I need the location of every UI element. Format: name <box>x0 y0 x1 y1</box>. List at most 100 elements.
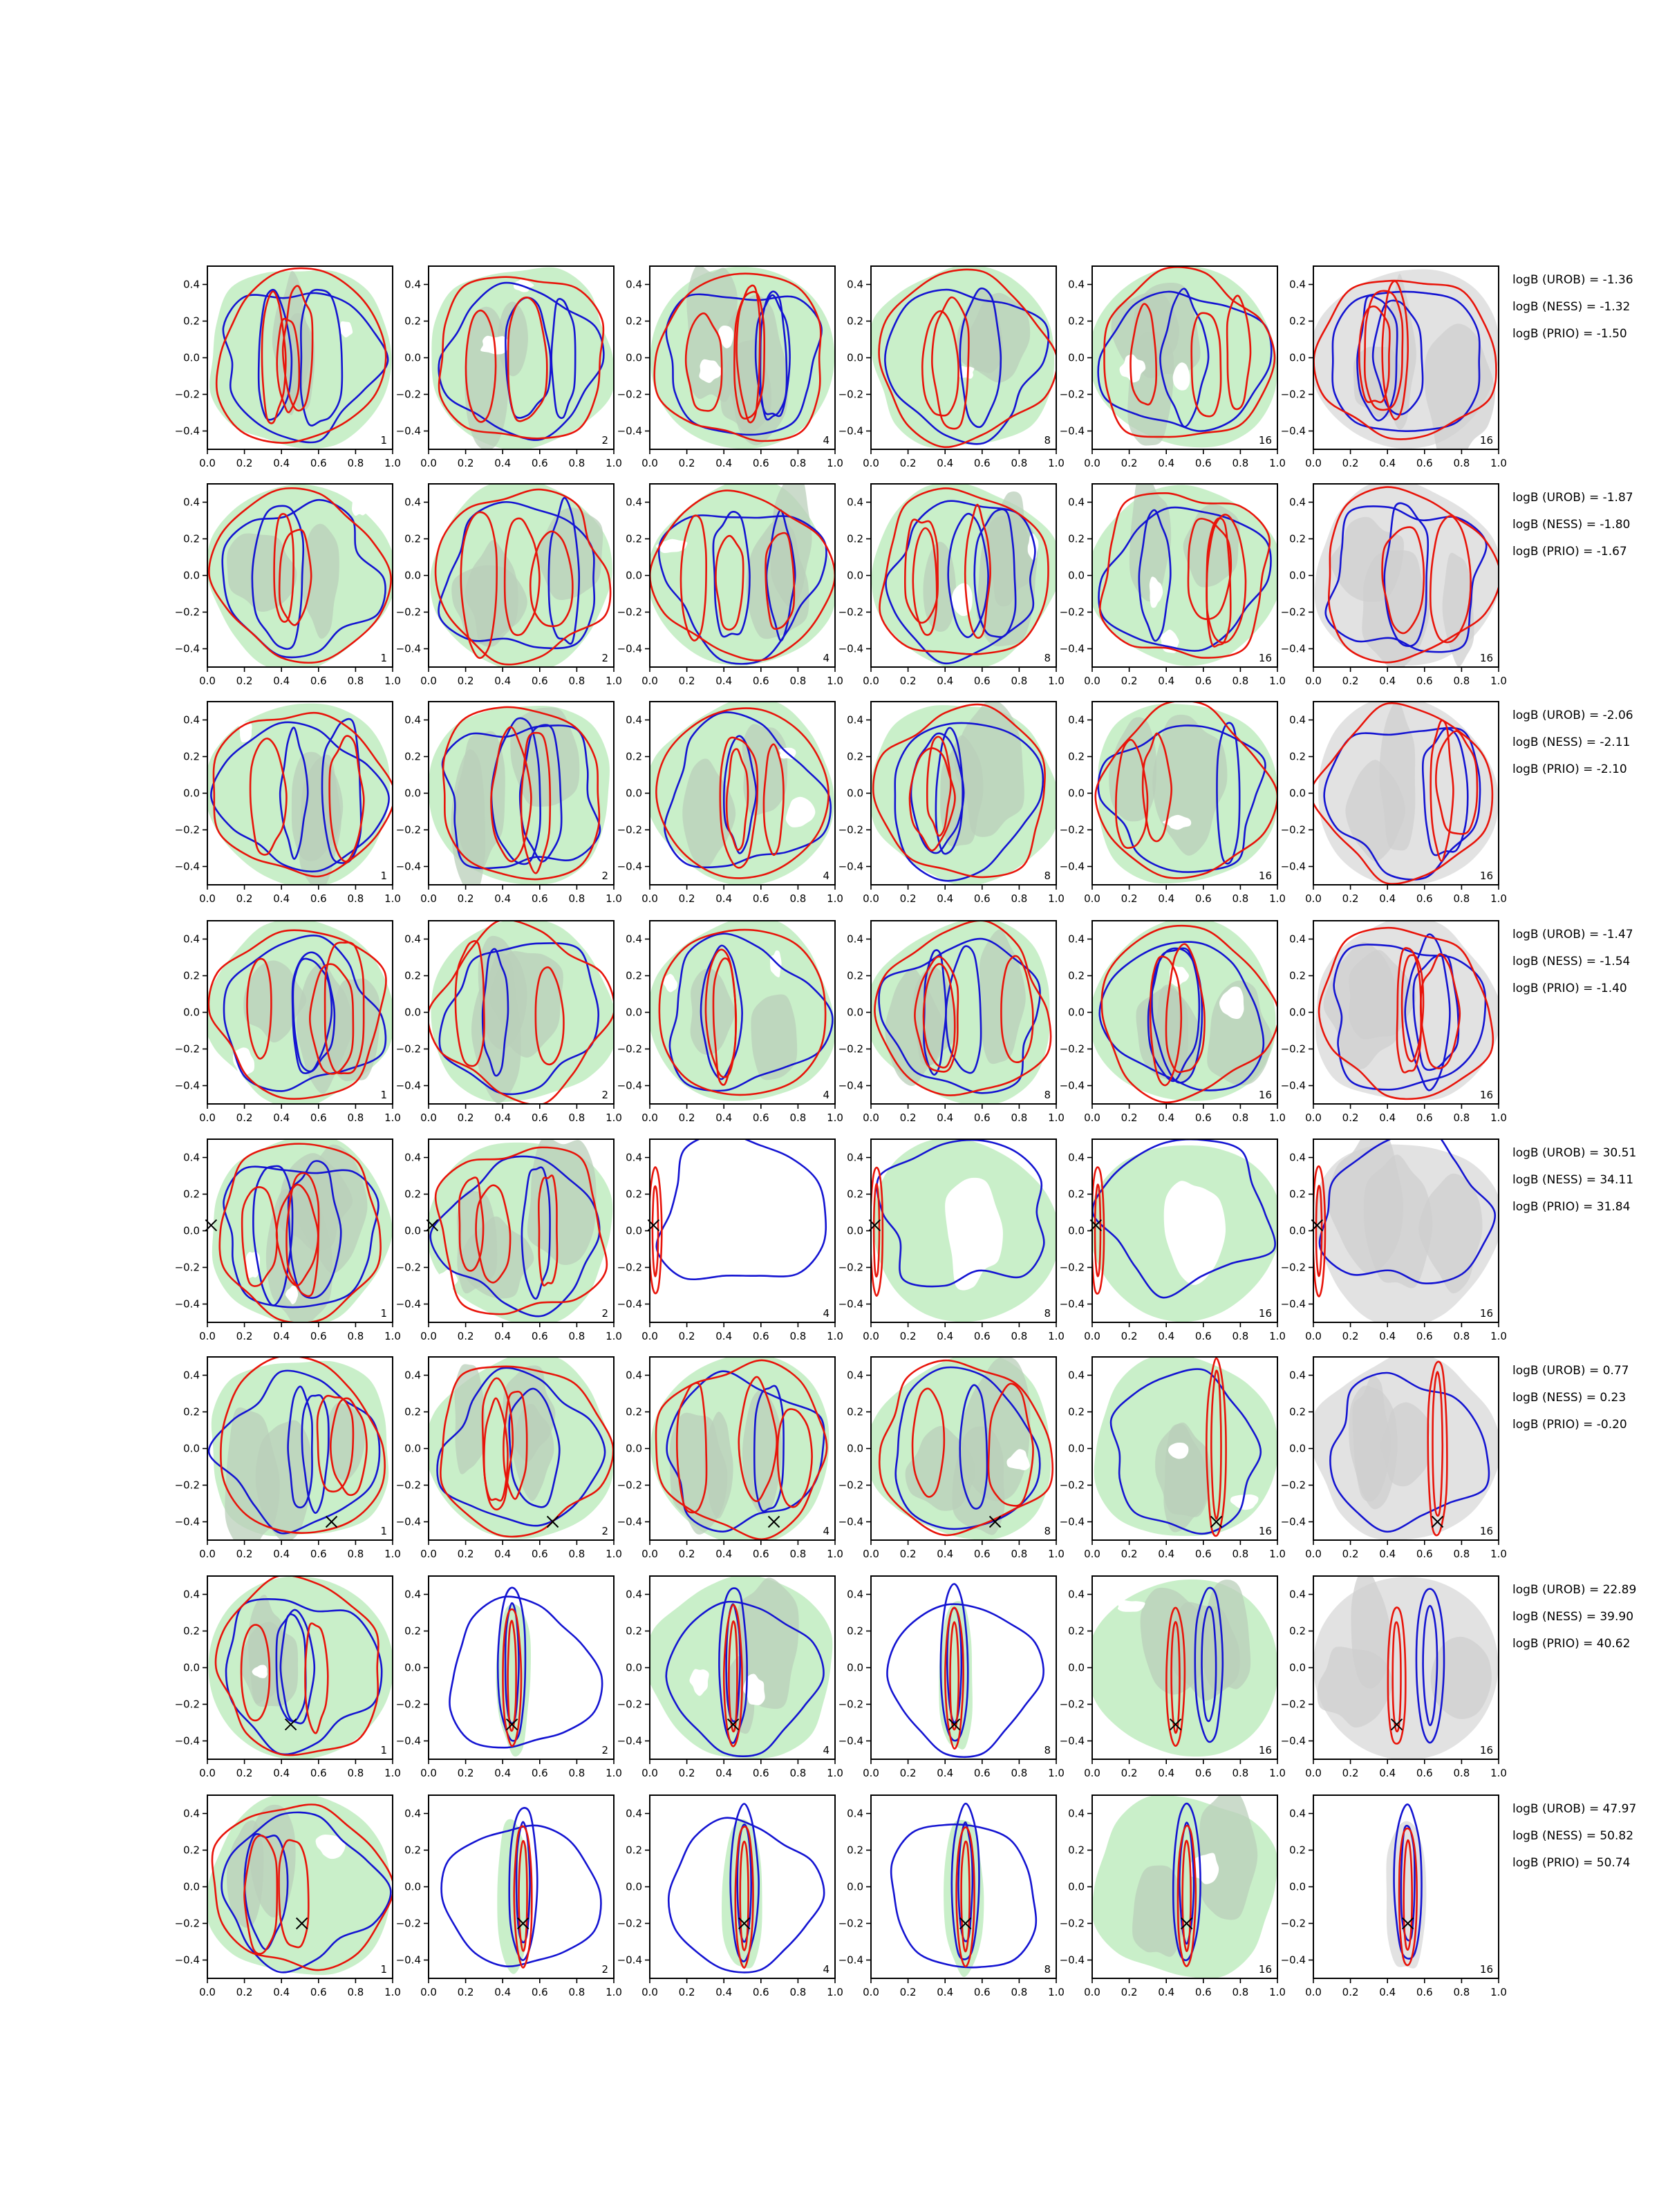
true-value-marker <box>284 1718 297 1731</box>
blue-contour <box>712 511 751 638</box>
x-tick-label: 0.0 <box>1084 892 1100 905</box>
red-contour <box>650 1166 663 1295</box>
x-tick-label: 0.6 <box>1416 1330 1433 1342</box>
y-tick-label: 0.4 <box>1068 496 1085 509</box>
density-fill-dense <box>742 1389 782 1515</box>
panel-number-label: 16 <box>1259 1525 1272 1537</box>
blue-contour <box>438 942 600 1096</box>
x-tick-label: 0.0 <box>863 1986 879 1998</box>
x-tick-label: 0.8 <box>1453 1330 1470 1342</box>
y-tick-label: 0.0 <box>1068 1225 1085 1237</box>
logB-annotation: logB (NESS) = -1.54 <box>1512 955 1630 968</box>
y-tick-label: −0.2 <box>838 1043 863 1056</box>
y-tick-label: 0.4 <box>1068 1152 1085 1164</box>
panel-r8-c2: 0.0 0.2 0.4 0.6 0.8 1.0 0.4 0.2 0.0 −0.2 −0.4 2 <box>396 1794 622 1998</box>
panel-r1-c2: 0.0 0.2 0.4 0.6 0.8 1.0 0.4 0.2 0.0 −0.2 −0.4 2 <box>396 265 622 469</box>
red-contour <box>655 707 830 879</box>
x-tick-label: 0.8 <box>1453 457 1470 469</box>
y-tick-label: −0.4 <box>617 1298 642 1311</box>
y-tick-label: 0.2 <box>183 1625 200 1638</box>
x-tick-label: 0.4 <box>494 1112 511 1124</box>
density-fill-dense <box>1362 550 1430 667</box>
x-tick-label: 0.6 <box>1416 1986 1433 1998</box>
x-tick-label: 0.4 <box>715 457 732 469</box>
red-contour <box>1190 312 1222 418</box>
red-contour <box>328 735 365 863</box>
x-tick-label: 0.8 <box>789 1986 806 1998</box>
true-value-marker <box>325 1515 338 1528</box>
density-hole <box>663 973 677 993</box>
x-tick-label: 0.6 <box>753 1112 769 1124</box>
y-tick-label: 0.2 <box>1289 970 1306 982</box>
y-tick-label: −0.2 <box>396 1043 421 1056</box>
red-contour <box>285 1172 320 1297</box>
x-tick-label: 0.0 <box>420 1112 437 1124</box>
panel-r7-c3: 0.0 0.2 0.4 0.6 0.8 1.0 0.4 0.2 0.0 −0.2 −0.4 4 <box>617 1575 843 1779</box>
x-tick-label: 0.4 <box>715 892 732 905</box>
panel-number-label: 16 <box>1480 1744 1493 1756</box>
y-tick-label: 0.0 <box>404 1662 421 1674</box>
x-tick-label: 0.8 <box>789 675 806 687</box>
x-tick-label: 0.6 <box>1195 1767 1212 1779</box>
red-contour <box>220 1357 386 1534</box>
density-hole <box>1119 354 1146 383</box>
x-tick-label: 0.6 <box>532 675 548 687</box>
red-contour <box>725 748 749 851</box>
x-tick-label: 1.0 <box>606 675 622 687</box>
y-tick-label: 0.0 <box>183 1225 200 1237</box>
y-tick-label: −0.4 <box>1281 1516 1306 1528</box>
red-contour <box>438 276 605 440</box>
y-tick-label: 0.0 <box>1068 1006 1085 1019</box>
red-contour <box>518 1839 528 1952</box>
panel-number-label: 8 <box>1044 870 1051 882</box>
x-tick-label: 0.6 <box>1416 1767 1433 1779</box>
blue-contour <box>550 297 577 420</box>
logB-annotation: logB (UROB) = 47.97 <box>1512 1802 1636 1816</box>
y-tick-label: −0.4 <box>1060 1735 1085 1747</box>
red-contour <box>513 1825 533 1969</box>
density-fill-dense <box>885 968 946 1087</box>
y-tick-label: 0.4 <box>626 279 642 291</box>
x-tick-label: 0.4 <box>715 1548 732 1560</box>
x-tick-label: 0.4 <box>937 1767 953 1779</box>
density-hole <box>315 1835 346 1859</box>
y-tick-label: 0.4 <box>404 279 421 291</box>
blue-contour <box>438 500 596 650</box>
panel-number-label: 1 <box>380 870 387 882</box>
panel-number-label: 2 <box>601 1089 608 1101</box>
panel-number-label: 16 <box>1480 434 1493 447</box>
red-contour <box>658 928 827 1096</box>
logB-annotation: logB (PRIO) = 40.62 <box>1512 1637 1630 1651</box>
y-tick-label: 0.4 <box>183 1588 200 1601</box>
y-tick-label: −0.2 <box>175 606 200 619</box>
y-tick-label: 0.0 <box>847 787 863 800</box>
density-fill-dense <box>952 1426 1005 1535</box>
y-tick-label: −0.4 <box>1060 643 1085 655</box>
blue-contour <box>894 722 1044 882</box>
red-contour <box>872 703 1046 879</box>
blue-contour <box>1412 953 1460 1071</box>
x-tick-label: 0.8 <box>347 892 364 905</box>
red-contour <box>458 1177 485 1272</box>
density-hole <box>1149 577 1163 608</box>
y-tick-label: 0.0 <box>183 1006 200 1019</box>
red-contour <box>278 1839 310 1949</box>
y-tick-label: 0.4 <box>183 1808 200 1820</box>
x-tick-label: 0.6 <box>1195 892 1212 905</box>
red-contour <box>243 1835 279 1955</box>
x-tick-label: 0.4 <box>1379 675 1396 687</box>
x-tick-label: 1.0 <box>1269 675 1286 687</box>
red-contour <box>1210 1369 1222 1520</box>
panel-number-label: 16 <box>1480 652 1493 664</box>
panel-r8-c5: 0.0 0.2 0.4 0.6 0.8 1.0 0.4 0.2 0.0 −0.2 −0.4 16 <box>1060 1794 1286 1998</box>
y-tick-label: 0.2 <box>1068 970 1085 982</box>
y-tick-label: −0.2 <box>838 1698 863 1711</box>
y-tick-label: 0.0 <box>1068 1443 1085 1455</box>
panel-r4-c5: 0.0 0.2 0.4 0.6 0.8 1.0 0.4 0.2 0.0 −0.2 −0.4 16 <box>1060 920 1286 1124</box>
red-contour <box>944 1606 964 1750</box>
panel-number-label: 16 <box>1480 870 1493 882</box>
x-tick-label: 1.0 <box>1048 892 1065 905</box>
x-tick-label: 1.0 <box>1490 457 1507 469</box>
red-contour <box>460 511 498 659</box>
y-tick-label: −0.4 <box>175 425 200 438</box>
